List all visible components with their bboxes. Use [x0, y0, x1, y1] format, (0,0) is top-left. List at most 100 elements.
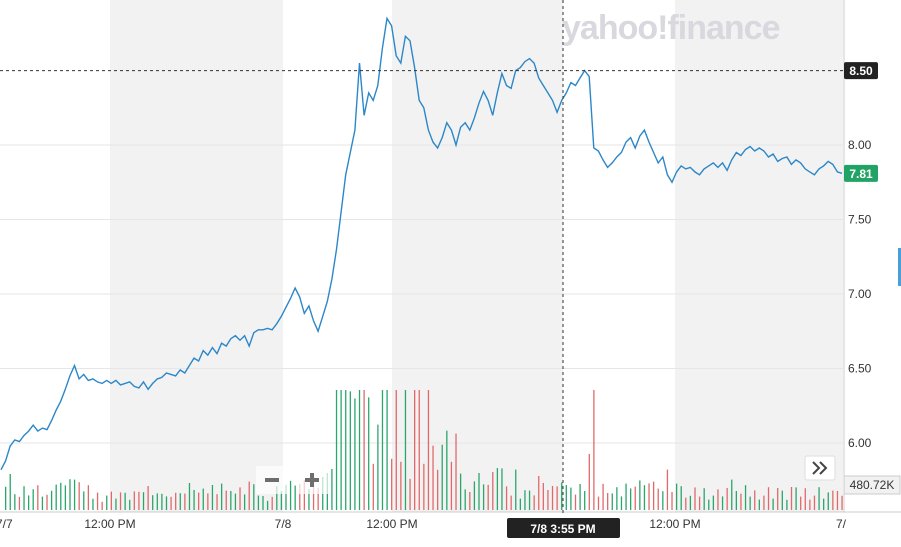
volume-bar [662, 491, 664, 510]
volume-bar [193, 490, 195, 510]
volume-bar [556, 486, 558, 510]
volume-bar [510, 495, 512, 510]
crosshair-time-badge: 7/8 3:55 PM [507, 518, 620, 538]
watermark-logo: yahoo!finance [562, 9, 780, 47]
price-line [0, 16, 843, 471]
volume-bar [473, 481, 476, 510]
volume-bar [289, 480, 292, 510]
volume-bar [643, 485, 646, 510]
panel-handle[interactable] [898, 248, 901, 286]
volume-bar [455, 433, 457, 510]
volume-bar [363, 390, 365, 510]
volume-bar [652, 481, 655, 510]
volume-bar [731, 479, 733, 510]
volume-bar [184, 493, 186, 510]
volume-bar [528, 490, 531, 510]
minus-icon [265, 478, 279, 482]
volume-bar [161, 493, 163, 510]
volume-bar [800, 496, 802, 510]
volume-bar [239, 487, 241, 510]
x-tick-label: 7/8 [275, 517, 292, 531]
volume-bar [561, 482, 563, 510]
volume-bar [436, 469, 439, 510]
volume-scale-label: 480.72K [850, 478, 895, 492]
volume-bar [243, 494, 246, 510]
volume-bar [634, 486, 636, 510]
volume-bar [772, 498, 774, 510]
volume-bar [340, 390, 342, 510]
volume-bar [372, 463, 374, 510]
volume-bar [349, 391, 351, 510]
volume-bar [188, 483, 191, 510]
volume-bar [551, 486, 554, 510]
volume-bar [386, 390, 388, 510]
volume-bar [611, 493, 613, 510]
volume-bar [211, 485, 214, 510]
zoom-out-button[interactable] [256, 466, 288, 494]
volume-bar [478, 473, 480, 510]
volume-bar [685, 497, 687, 510]
volume-bar [735, 491, 738, 510]
last-price-badge: 7.81 [844, 164, 878, 182]
price-gridlines [0, 0, 901, 513]
volume-bar [133, 491, 135, 510]
volume-bar [32, 489, 34, 510]
volume-bar [202, 488, 204, 510]
volume-bar [708, 499, 710, 510]
volume-bar [41, 496, 44, 510]
volume-bar [124, 492, 126, 510]
volume-bar [248, 481, 250, 510]
volume-bar [519, 498, 522, 510]
volume-bar [666, 469, 669, 510]
volume-bar [271, 496, 273, 510]
volume-bar [547, 490, 549, 510]
volume-bar [836, 491, 839, 510]
volume-bar [744, 485, 747, 510]
last-price-label: 7.81 [849, 167, 873, 181]
volume-bar [262, 496, 264, 510]
session-band [110, 0, 283, 512]
volume-bar [37, 485, 39, 510]
volume-bar [570, 487, 572, 510]
volume-bar [138, 491, 140, 510]
y-tick-label: 6.00 [848, 436, 872, 450]
volume-bar [9, 474, 11, 510]
volume-bar [542, 483, 544, 510]
volume-bar [607, 493, 609, 510]
volume-bar [795, 487, 797, 510]
volume-bar [276, 486, 278, 510]
volume-bar [505, 486, 508, 510]
volume-bar [299, 483, 301, 510]
volume-bar [786, 499, 788, 510]
scroll-right-button[interactable] [804, 455, 836, 481]
volume-bar [335, 390, 338, 510]
volume-bar [400, 461, 402, 510]
volume-bar [584, 491, 586, 510]
volume-bar [459, 473, 462, 510]
volume-bar [18, 496, 21, 510]
x-tick-label: 7/ [836, 517, 847, 531]
volume-bar [648, 483, 650, 510]
volume-bar [790, 487, 793, 510]
volume-bar [129, 499, 131, 510]
x-tick-label: 12:00 PM [84, 517, 135, 531]
volume-bar [354, 398, 356, 510]
volume-bar [749, 496, 751, 510]
volume-bar [496, 468, 499, 510]
volume-bar [712, 495, 715, 510]
volume-scale-badge: 480.72K [843, 475, 901, 495]
volume-bar [179, 493, 181, 510]
volume-bar [50, 490, 53, 510]
volume-bar [625, 483, 627, 510]
volume-bar [482, 484, 485, 510]
volume-bar [294, 485, 296, 510]
volume-bar [441, 444, 443, 510]
zoom-in-button[interactable] [296, 466, 328, 494]
volume-bar [827, 492, 829, 510]
volume-bar [726, 488, 728, 510]
volume-bar [64, 485, 67, 510]
volume-bar [597, 496, 600, 510]
volume-bar [234, 493, 237, 510]
